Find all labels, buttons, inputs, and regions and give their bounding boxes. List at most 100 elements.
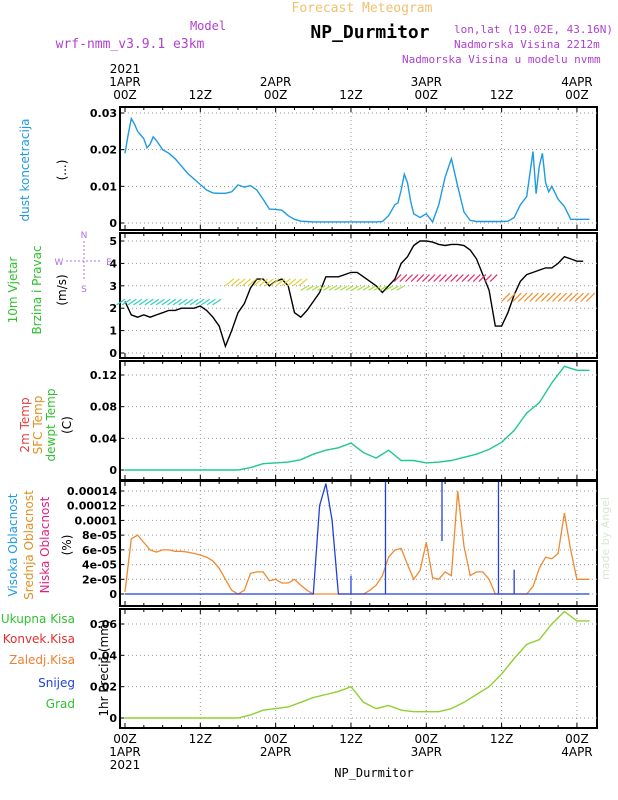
wind-arrow [461,274,470,283]
wind-arrows [116,274,596,306]
wind-arrow [236,278,246,287]
top-tick-label: 12Z [189,88,213,102]
top-tick-label: 00Z [415,88,439,102]
wind-arrow [489,274,498,283]
wind-arrow [116,298,126,306]
wind-arrow [281,278,291,287]
wind-arrow [405,274,413,283]
cloud-high-line [125,483,590,595]
top-tick-label: 00Z [565,88,589,102]
wind-arrow [184,298,194,306]
wind-arrow [292,278,303,287]
dust-ylabel: dust koncetracija [18,118,32,221]
dust-ytick-label: 0.03 [90,107,117,120]
wind-arrow [264,278,274,287]
wind-arrow [580,292,590,302]
wind-arrow [478,274,487,283]
wind-arrow [523,292,534,302]
wind-arrow [379,285,388,291]
wind-arrow [195,298,205,306]
wind-arrow [399,274,408,283]
wind-arrow [133,298,143,306]
top-tick-label: 12Z [339,88,363,102]
bottom-tick-label: 2APR [260,745,291,759]
wind-arrow [427,274,436,283]
wind-arrow [373,285,382,291]
wind-arrow [416,274,425,283]
precip-frame [119,608,598,729]
temp-ylabel: dewpt Temp [44,389,58,462]
wind-arrow [368,285,376,291]
dust-frame [119,106,598,231]
cloud-ytick-label: 4e-05 [82,559,117,572]
temp-ylabel: SFC Temp [31,396,45,455]
wind-arrow [306,285,314,291]
wind-line [124,240,584,349]
wind-arrow [529,292,539,302]
wind-frame [119,232,598,359]
precip-ytick-label: 0.02 [90,681,117,694]
wind-arrow [512,292,522,302]
temp-ytick-label: 0.08 [90,401,117,414]
wind-arrow [351,285,359,291]
compass-w: W [55,258,64,268]
bottom-tick-label: 00Z [565,732,589,746]
precip-ytick-label: 0.04 [90,649,117,662]
top-tick-label: 2021 [110,62,141,76]
top-tick-label: 3APR [411,75,442,89]
panel-wind: 0 1 2 3 4 5 10m Vjetar Brzina i Pravac (m/s) N S W E [6,231,598,360]
wind-arrow [300,285,309,291]
dust-line [124,116,590,224]
wind-arrow [396,285,405,291]
precip-ylabel: Zaledj.Kisa [9,653,75,667]
wind-arrow [138,298,148,306]
bottom-tick-label: 12Z [189,732,213,746]
wind-arrow [433,274,442,283]
bottom-tick-label: 12Z [339,732,363,746]
wind-ytick-label: 4 [109,257,117,270]
watermark: made by Angel [599,497,612,580]
elevation-label: Nadmorska Visina 2212m [454,38,600,51]
bottom-tick-label: 12Z [490,732,514,746]
precip-ylabel: Konvek.Kisa [3,632,75,646]
panel-temp: 0 0.04 0.08 0.12 2m Temp SFC Temp dewpt Temp (C… [18,360,598,481]
cloud-ytick-label: 2e-05 [82,573,117,586]
cloud-ytick-label: 0 [109,588,117,601]
wind-arrow [253,278,263,287]
wind-arrow [127,298,137,306]
lonlat-label: lon,lat (19.02E, 43.16N) [454,23,613,36]
top-tick-label: 4APR [561,75,592,89]
cloud-ytick-label: 8e-05 [82,529,117,542]
cloud-ylabel: Srednja Oblacnost [22,490,36,600]
precip-ytick-label: 0.06 [90,618,117,631]
temp-ylabel: 2m Temp [18,397,32,452]
bottom-tick-label: 1APR [109,745,140,759]
wind-arrow [212,298,222,306]
wind-arrow [270,278,280,287]
bottom-tick-label: 00Z [113,732,137,746]
wind-arrow [540,292,550,302]
wind-arrow [150,298,160,306]
cloud-ytick-label: 0.00012 [67,500,117,513]
wind-arrow [444,274,453,283]
wind-arrow [121,298,131,306]
chart-header-title: Forecast Meteogram [292,1,433,16]
wind-arrow [568,292,579,302]
model-elevation-label: Nadmorska Visina u modelu nvmm [402,53,601,66]
wind-arrow [585,292,596,302]
wind-arrow [467,274,476,283]
wind-arrow [472,274,481,283]
wind-arrow [390,285,399,291]
wind-arrow [455,274,464,283]
precip-line [125,610,590,719]
temp-ytick-label: 0.04 [90,432,117,445]
wind-ytick-label: 2 [109,302,117,315]
wind-arrow [167,298,177,306]
wind-arrow [323,285,331,291]
cloud-ytick-label: 0.00014 [67,485,117,498]
wind-arrow [393,274,402,283]
wind-arrow [311,285,320,291]
wind-arrow [201,298,211,306]
